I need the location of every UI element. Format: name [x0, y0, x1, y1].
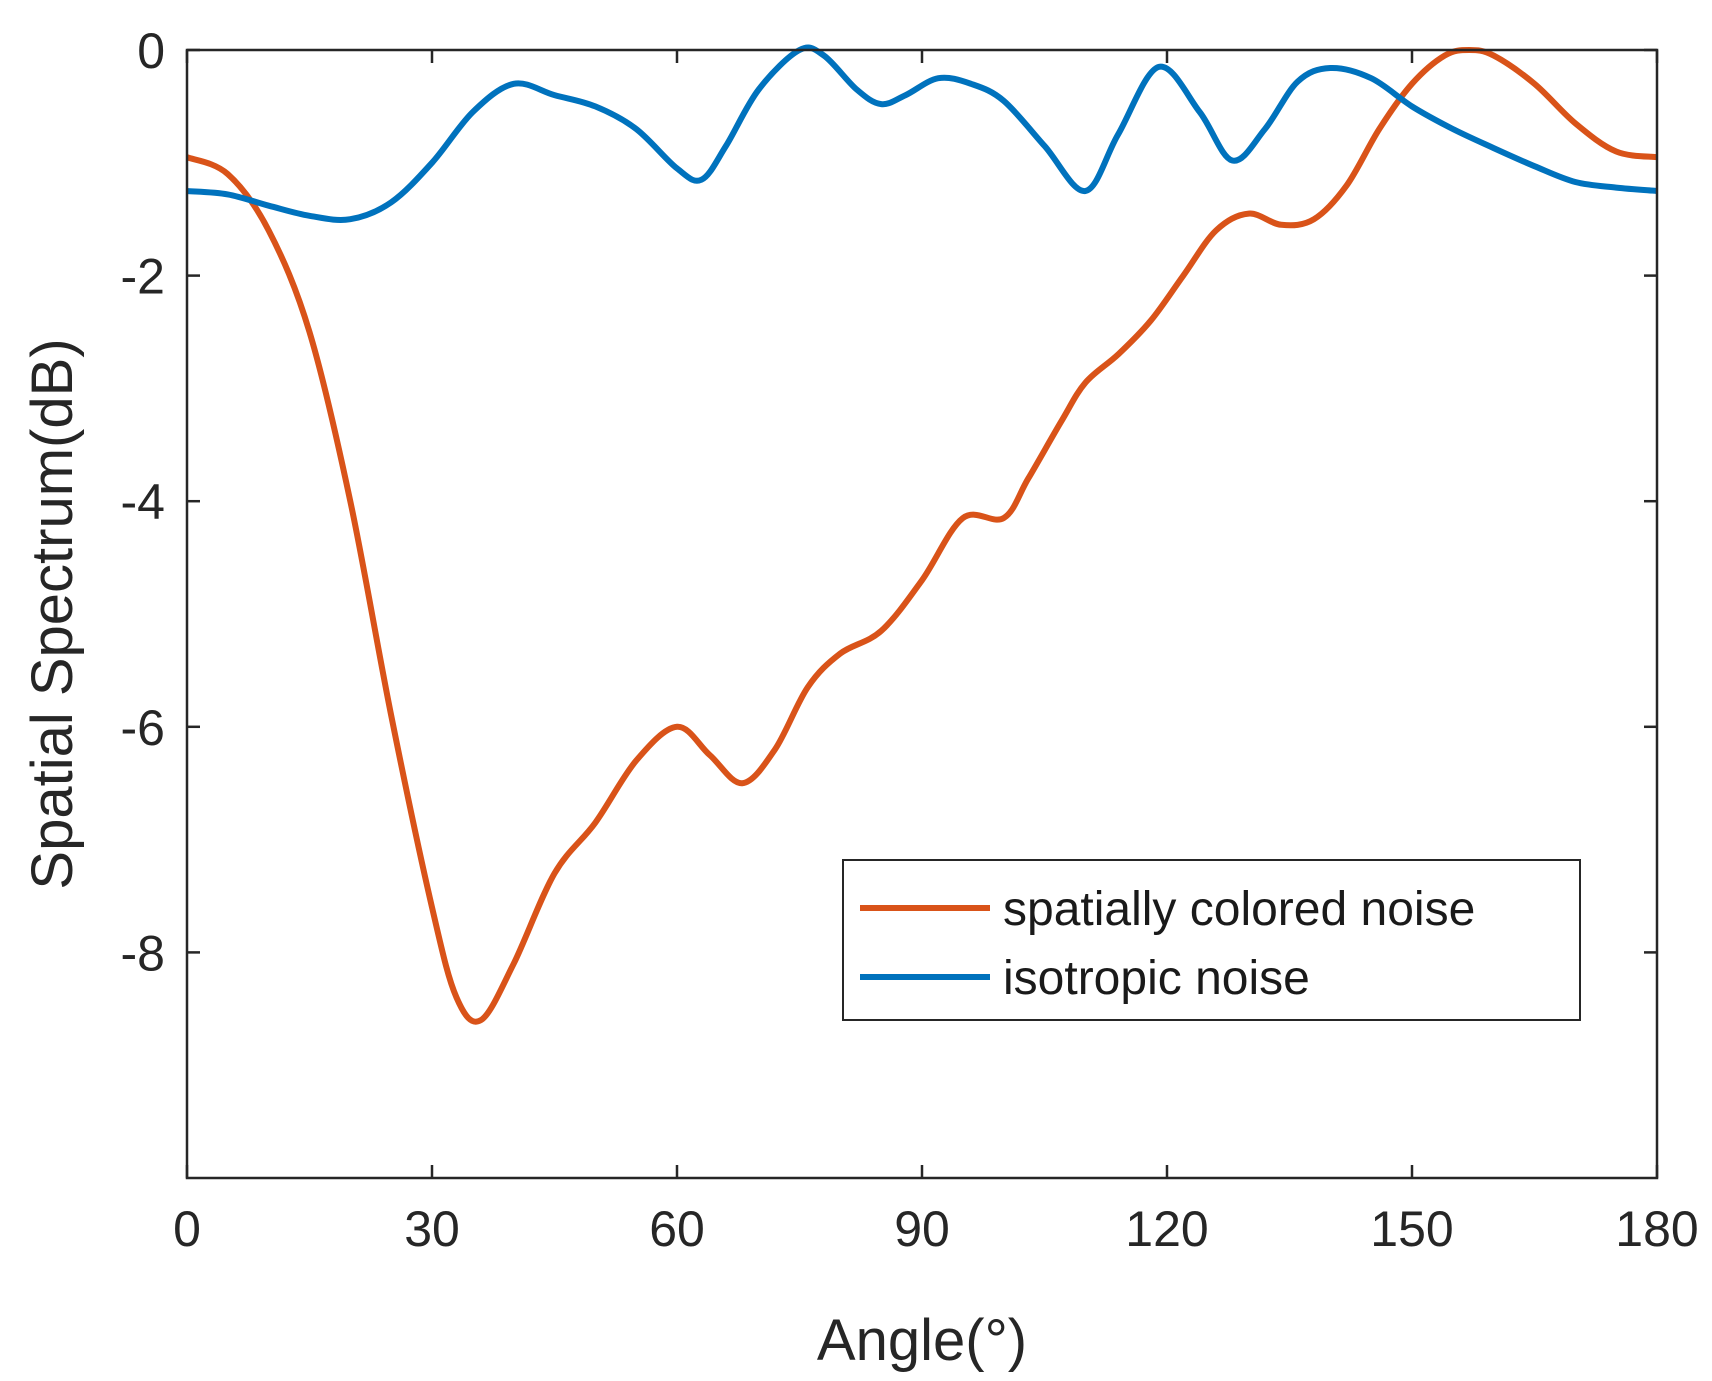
legend-label-spatially-colored-noise: spatially colored noise — [1003, 883, 1475, 936]
series-line-isotropic-noise — [186, 44, 1658, 223]
x-tick-label: 30 — [404, 1201, 460, 1257]
x-tick-label: 180 — [1615, 1201, 1698, 1257]
y-tick-label: -6 — [121, 700, 165, 756]
y-tick-label: -2 — [121, 249, 165, 305]
x-axis-label: Angle(°) — [817, 1308, 1027, 1373]
legend-label-isotropic-noise: isotropic noise — [1003, 952, 1310, 1005]
series-layer — [185, 44, 1658, 1025]
y-tick-label: 0 — [137, 23, 165, 79]
x-tick-label: 150 — [1370, 1201, 1453, 1257]
legend-box — [842, 859, 1581, 1021]
x-tick-label: 0 — [173, 1201, 201, 1257]
series-line-spatially-colored-noise — [185, 47, 1658, 1025]
x-tick-label: 60 — [649, 1201, 705, 1257]
x-tick-label: 120 — [1125, 1201, 1208, 1257]
y-tick-label: -8 — [121, 925, 165, 981]
y-axis-label: Spatial Spectrum(dB) — [20, 338, 85, 889]
x-tick-label: 90 — [894, 1201, 950, 1257]
tick-layer: 0 30 60 90 120 150 180 0 -2 -4 -6 -8 — [121, 23, 1699, 1257]
y-tick-label: -4 — [121, 474, 165, 530]
legend: spatially colored noise isotropic noise — [842, 859, 1581, 1021]
